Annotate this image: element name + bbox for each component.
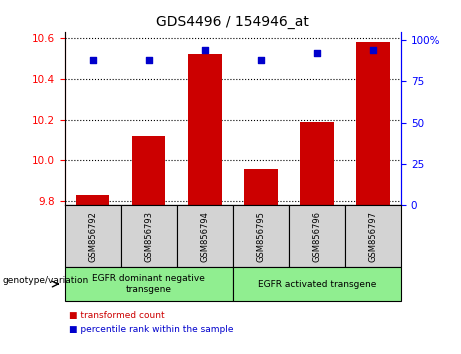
Bar [132, 136, 165, 205]
Text: GSM856797: GSM856797 [368, 211, 378, 262]
Point [201, 47, 208, 53]
Bar [188, 54, 222, 205]
Text: GSM856793: GSM856793 [144, 211, 153, 262]
Text: EGFR dominant negative
transgene: EGFR dominant negative transgene [92, 274, 205, 294]
Text: GSM856794: GSM856794 [200, 211, 209, 262]
Text: GSM856796: GSM856796 [313, 211, 321, 262]
Bar [244, 169, 278, 205]
Bar [356, 42, 390, 205]
Title: GDS4496 / 154946_at: GDS4496 / 154946_at [156, 16, 309, 29]
Text: genotype/variation: genotype/variation [2, 276, 89, 285]
Bar [300, 122, 334, 205]
Text: EGFR activated transgene: EGFR activated transgene [258, 280, 376, 289]
Bar [76, 195, 109, 205]
Text: ■ percentile rank within the sample: ■ percentile rank within the sample [69, 325, 234, 334]
Text: ■ transformed count: ■ transformed count [69, 310, 165, 320]
Point [145, 57, 152, 63]
Text: GSM856792: GSM856792 [88, 211, 97, 262]
Point [89, 57, 96, 63]
Text: GSM856795: GSM856795 [256, 211, 266, 262]
Point [369, 47, 377, 53]
Point [313, 51, 321, 56]
Point [257, 57, 265, 63]
